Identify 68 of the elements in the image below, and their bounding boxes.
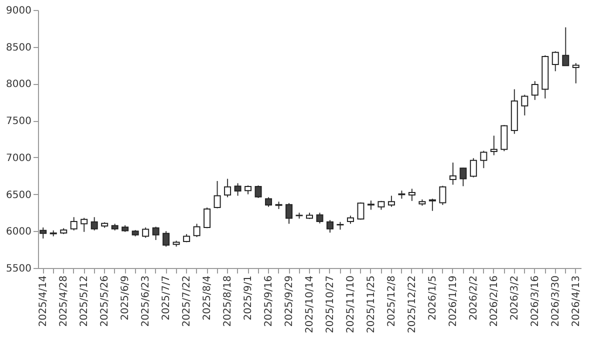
x-tick-label: 2025/9/16 — [264, 276, 275, 327]
candlestick — [90, 216, 98, 231]
y-tick-label: 6500 — [6, 190, 32, 201]
candlestick — [562, 26, 570, 67]
candlestick — [490, 135, 498, 156]
candlestick — [204, 207, 211, 229]
candlestick — [460, 167, 467, 187]
candlestick — [500, 124, 508, 152]
candlestick — [234, 182, 242, 196]
x-tick-label: 2025/5/26 — [100, 276, 111, 327]
x-tick-label: 2026/1/5 — [427, 276, 438, 320]
candlestick — [408, 188, 416, 202]
x-tick-label: 2025/10/14 — [304, 276, 316, 334]
candlestick — [214, 180, 221, 209]
candlestick — [254, 184, 262, 198]
candlestick — [70, 216, 78, 231]
candlestick — [367, 200, 374, 210]
x-tick-label: 2025/12/8 — [386, 276, 398, 327]
candlestick — [40, 226, 47, 240]
x-tick-label: 2026/3/16 — [530, 276, 541, 327]
candlestick — [326, 220, 334, 234]
x-tick-label: 2025/11/25 — [366, 276, 377, 334]
x-tick-label: 2025/7/7 — [161, 276, 172, 320]
candlestick — [552, 50, 559, 72]
x-tick-label: 2025/6/23 — [140, 276, 152, 327]
candlestick — [193, 223, 200, 238]
x-tick-label: 2025/4/28 — [58, 276, 70, 327]
candlestick — [449, 162, 456, 186]
candlestick — [316, 212, 324, 224]
candlestick — [388, 195, 395, 208]
candlestick — [80, 217, 88, 232]
candlestick — [142, 226, 150, 238]
x-tick-label: 2026/2/16 — [488, 276, 500, 327]
x-tick-label: 2025/7/22 — [182, 276, 193, 327]
candlestick — [470, 158, 477, 178]
candlestick — [480, 150, 488, 169]
x-tick-label: 2025/5/12 — [79, 276, 90, 327]
y-tick-label: 5500 — [6, 264, 32, 274]
y-tick-label: 9000 — [6, 6, 32, 16]
x-tick-label: 2025/10/27 — [324, 276, 336, 334]
x-tick-label: 2025/9/1 — [243, 276, 254, 320]
x-tick-label: 2026/1/19 — [448, 276, 459, 327]
candlestick — [224, 178, 232, 198]
candlestick — [531, 80, 538, 100]
x-tick-label: 2025/9/29 — [284, 276, 296, 327]
candlestick — [521, 94, 528, 116]
candlestick — [265, 196, 272, 208]
candlestick — [439, 185, 446, 206]
candlestick — [428, 198, 436, 212]
x-tick-label: 2026/4/13 — [570, 276, 582, 327]
x-tick-label: 2026/3/30 — [550, 276, 562, 327]
x-tick-label: 2025/6/9 — [120, 276, 132, 320]
x-tick-label: 2025/8/18 — [222, 276, 234, 327]
x-tick-label: 2025/12/22 — [406, 276, 418, 334]
x-tick-label: 2025/8/4 — [202, 276, 214, 320]
candlestick — [286, 202, 293, 224]
candlestick — [152, 226, 160, 240]
candlestick — [572, 62, 580, 84]
y-tick-label: 7500 — [6, 116, 32, 128]
y-tick-label: 7000 — [6, 152, 32, 164]
y-tick-label: 8000 — [6, 79, 32, 90]
x-tick-label: 2025/4/14 — [38, 276, 50, 327]
x-tick-label: 2025/11/10 — [345, 276, 356, 334]
x-tick-label: 2026/3/2 — [509, 276, 520, 320]
y-tick-label: 8500 — [6, 42, 32, 54]
x-tick-label: 2026/2/2 — [468, 276, 480, 320]
y-tick-label: 6000 — [6, 226, 32, 238]
candlestick — [162, 230, 170, 248]
